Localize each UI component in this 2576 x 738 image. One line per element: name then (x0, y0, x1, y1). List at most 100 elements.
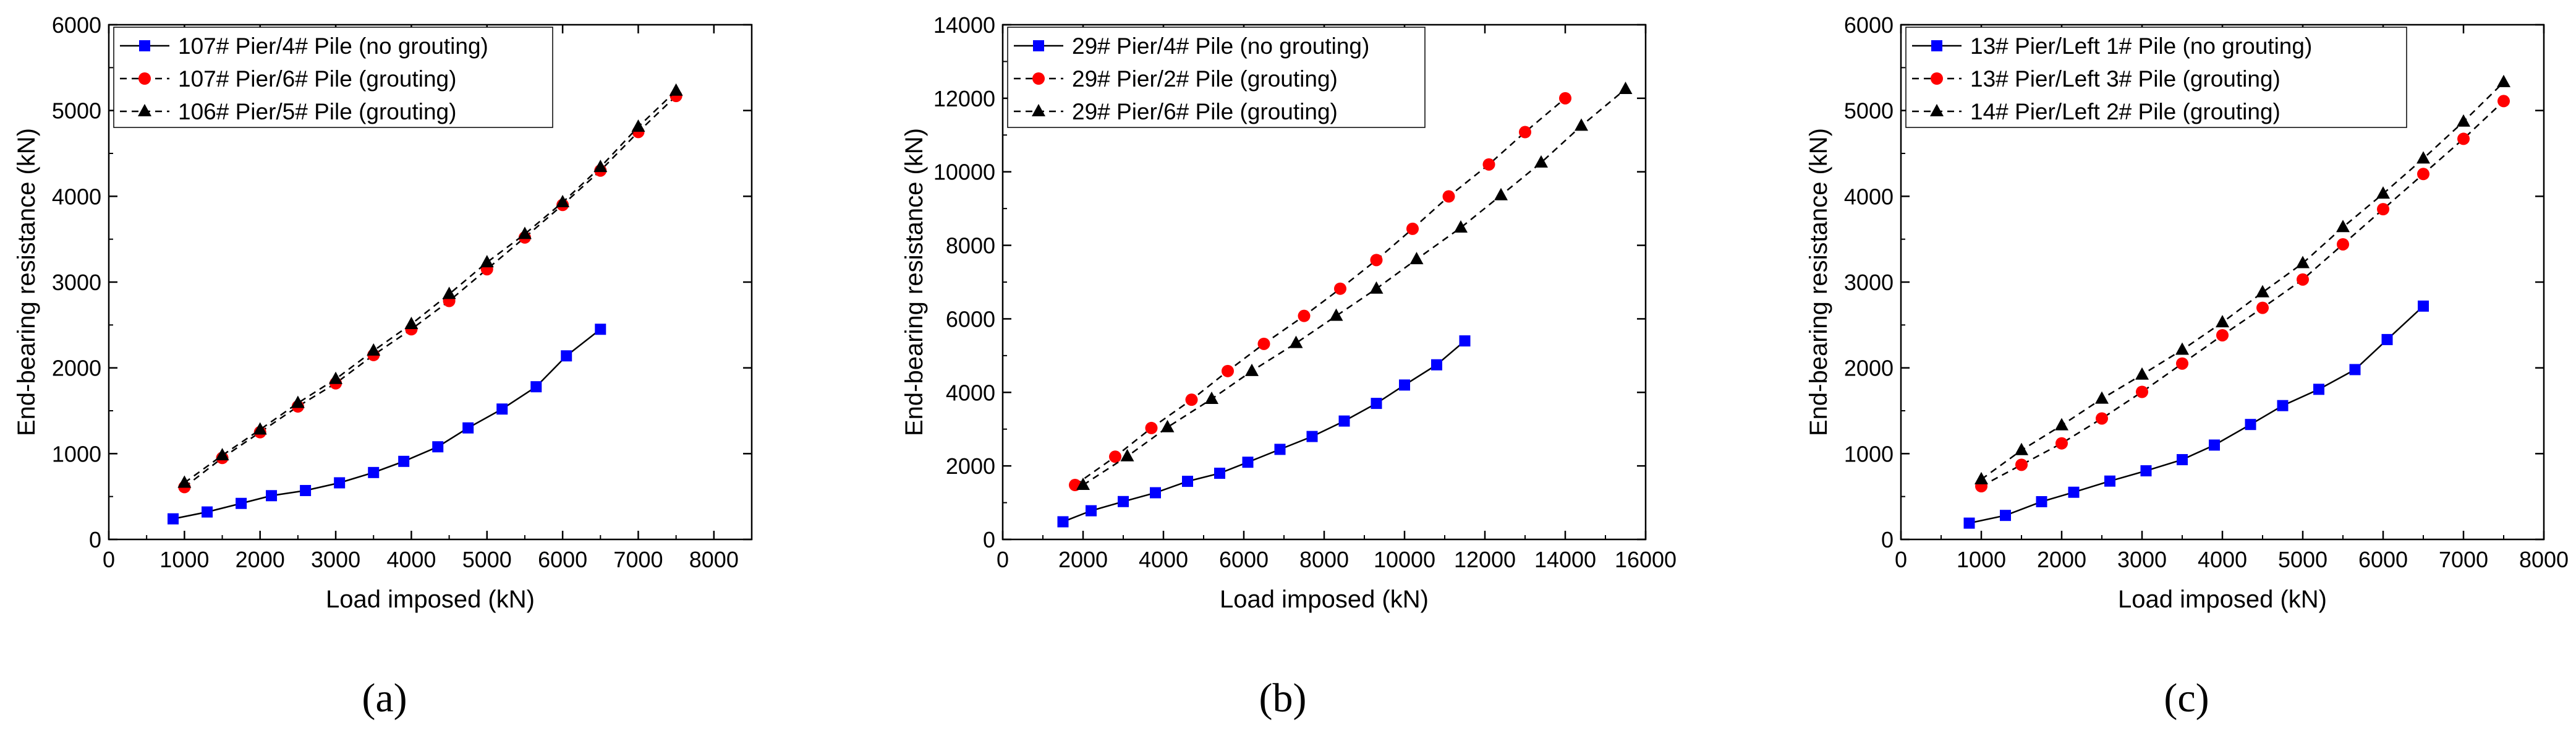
data-point (2015, 458, 2028, 471)
data-point (1494, 187, 1508, 200)
data-point (1442, 190, 1455, 203)
data-point (1334, 282, 1346, 295)
data-point (367, 343, 381, 356)
data-point (593, 160, 608, 173)
data-point (1118, 496, 1129, 507)
data-point (2095, 391, 2109, 404)
data-point (1214, 468, 1225, 479)
data-point (2055, 437, 2068, 450)
legend-label: 29# Pier/6# Pile (grouting) (1072, 99, 1338, 124)
data-point (2216, 315, 2229, 328)
data-point (2417, 151, 2430, 164)
legend-label: 107# Pier/4# Pile (no grouting) (178, 33, 488, 59)
data-point (2245, 419, 2256, 431)
data-point (2000, 510, 2011, 521)
legend-marker (1033, 40, 1044, 51)
data-point (1406, 222, 1419, 235)
series-line (1981, 100, 2504, 487)
data-point (1431, 359, 1442, 371)
data-point (2417, 168, 2429, 181)
data-point (2497, 95, 2510, 108)
data-point (334, 477, 346, 489)
y-axis-label: End-bearing resistance (kN) (13, 128, 40, 436)
x-tick-label: 14000 (1534, 547, 1596, 572)
data-point (1205, 391, 1218, 404)
series-3 (177, 83, 683, 488)
data-point (496, 403, 508, 415)
y-tick-label: 3000 (52, 270, 101, 295)
y-tick-label: 10000 (933, 160, 995, 185)
x-tick-label: 8000 (1299, 547, 1349, 572)
data-point (517, 226, 532, 239)
series-line (184, 90, 677, 484)
y-tick-label: 14000 (933, 12, 995, 38)
data-point (1459, 335, 1471, 347)
data-point (177, 475, 192, 488)
legend-marker (1032, 72, 1045, 85)
series-3 (1975, 74, 2510, 484)
data-point (2136, 385, 2148, 398)
series-line (1074, 97, 1566, 486)
data-point (2256, 301, 2269, 314)
data-point (300, 484, 312, 496)
legend-box (1905, 27, 2407, 128)
data-point (1371, 398, 1382, 410)
data-point (404, 316, 419, 329)
legend-marker (138, 104, 151, 116)
series-3 (1076, 82, 1633, 491)
data-point (1160, 419, 1175, 432)
x-tick-label: 0 (103, 547, 115, 572)
x-tick-label: 0 (997, 547, 1009, 572)
data-point (1329, 308, 1343, 321)
data-point (1245, 363, 1259, 376)
data-point (2140, 465, 2152, 477)
data-point (1306, 431, 1318, 442)
legend-marker (1931, 72, 1943, 85)
data-point (329, 371, 343, 384)
x-tick-label: 12000 (1454, 547, 1516, 572)
data-point (1482, 158, 1495, 171)
data-point (1559, 92, 1571, 105)
legend-marker (1032, 104, 1045, 116)
data-point (631, 119, 645, 132)
data-point (2349, 364, 2361, 375)
chart-panel-3: 0 1000 2000 3000 4000 5000 6000 7000 8000 0 1000 20… (1805, 12, 2569, 721)
legend-label: 107# Pier/6# Pile (grouting) (178, 66, 456, 92)
data-point (530, 381, 542, 393)
x-tick-label: 4000 (2198, 547, 2247, 572)
legend: 13# Pier/Left 1# Pile (no grouting) 13# P… (1905, 27, 2407, 128)
y-tick-label: 5000 (1844, 98, 1894, 124)
x-tick-label: 6000 (2358, 547, 2408, 572)
data-point (1338, 415, 1350, 427)
data-point (1057, 516, 1069, 528)
x-tick-label: 4000 (1139, 547, 1188, 572)
x-tick-label: 3000 (2117, 547, 2167, 572)
data-point (2256, 285, 2269, 298)
series-2 (1975, 95, 2510, 493)
data-point (1274, 444, 1286, 455)
data-point (1109, 450, 1121, 463)
data-point (2104, 475, 2115, 487)
chart-panel-1: 0 1000 2000 3000 4000 5000 6000 7000 8000 0 1000 20… (13, 12, 753, 721)
x-tick-label: 6000 (538, 547, 587, 572)
x-tick-label: 1000 (159, 547, 209, 572)
x-tick-label: 2000 (236, 547, 285, 572)
data-point (2457, 132, 2470, 145)
data-point (2418, 300, 2429, 312)
data-point (1185, 393, 1198, 406)
x-tick-label: 2000 (1058, 547, 1108, 572)
data-point (291, 395, 305, 408)
x-tick-label: 7000 (2439, 547, 2488, 572)
data-point (1242, 457, 1254, 468)
legend: 29# Pier/4# Pile (no grouting) 29# Pier/2… (1007, 27, 1426, 128)
y-tick-label: 4000 (946, 380, 995, 405)
data-point (2277, 400, 2289, 411)
data-point (266, 490, 278, 502)
x-tick-label: 5000 (2278, 547, 2327, 572)
data-point (2036, 496, 2047, 507)
legend-box (1007, 27, 1426, 128)
data-point (168, 513, 179, 525)
x-axis-label: Load imposed (kN) (326, 586, 535, 613)
series-1 (168, 324, 606, 525)
